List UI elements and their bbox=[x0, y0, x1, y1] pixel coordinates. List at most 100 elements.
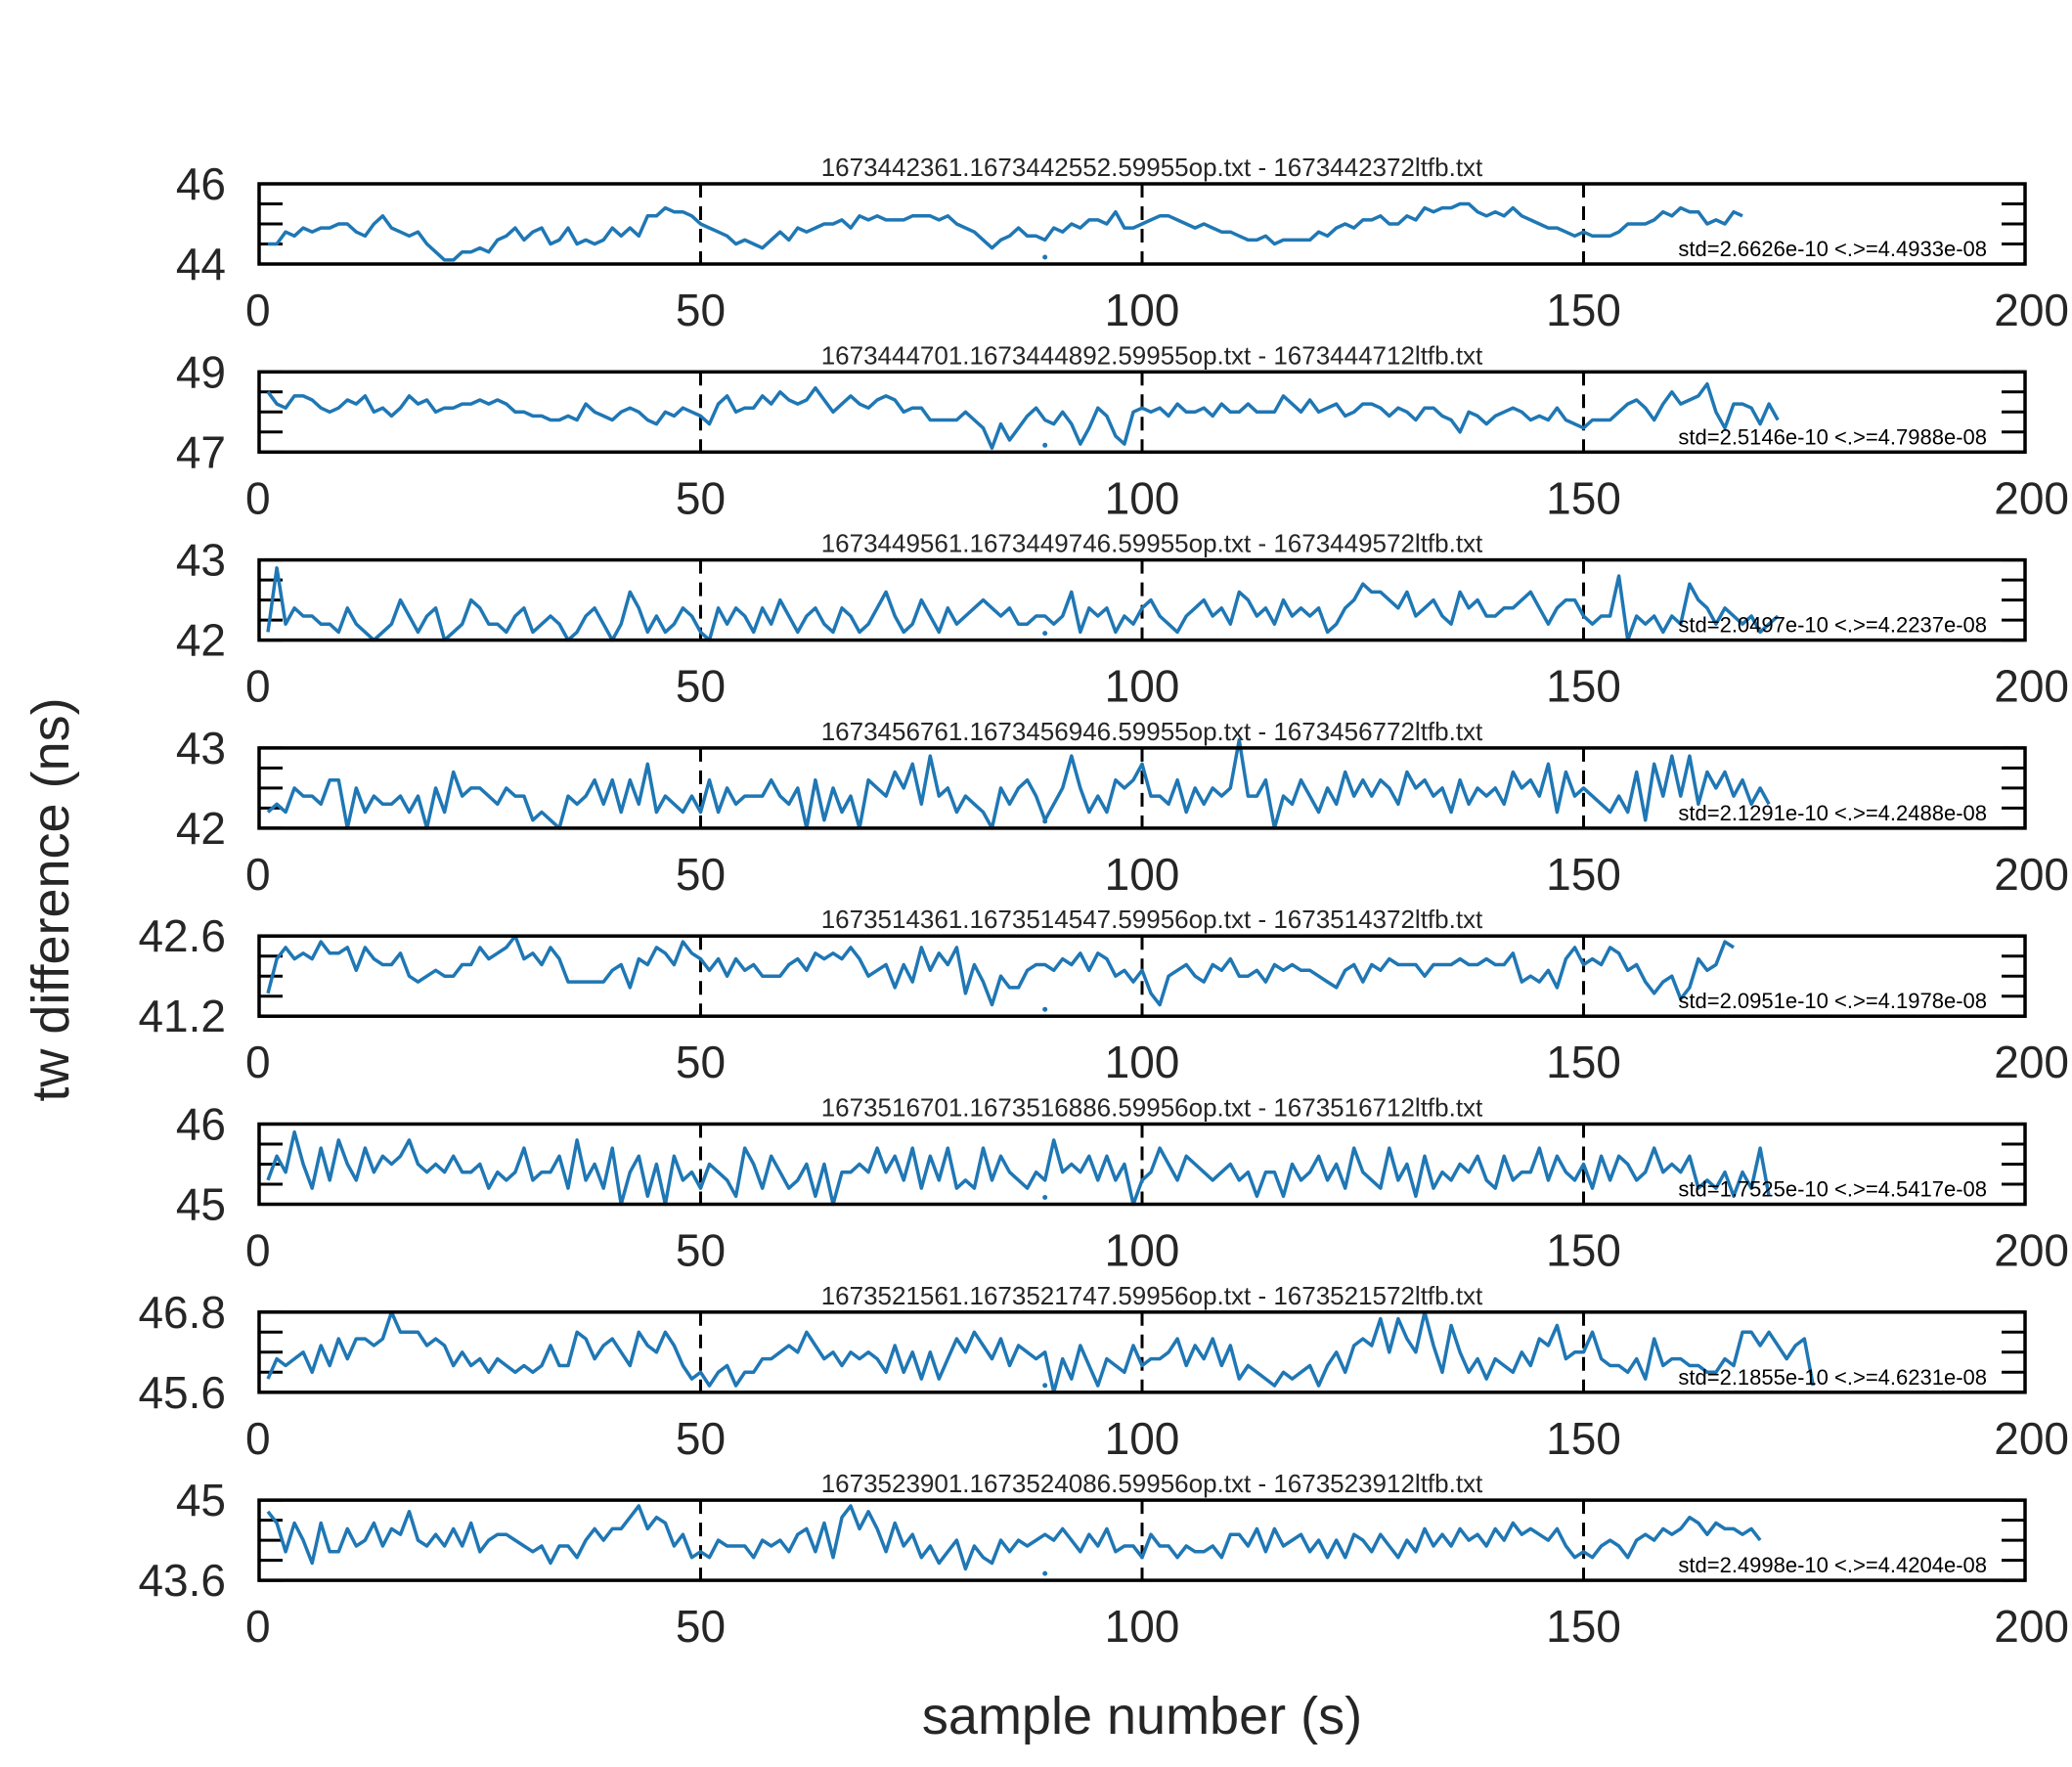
axes-frame bbox=[257, 1310, 2027, 1394]
y-tick-label: 44 bbox=[176, 239, 226, 289]
data-point-marker bbox=[1042, 442, 1048, 448]
subplot-title: 1673456761.1673456946.59955op.txt - 1673… bbox=[821, 717, 1483, 746]
y-tick-label: 45 bbox=[176, 1475, 226, 1525]
axes-frame bbox=[257, 370, 2027, 455]
x-tick-label: 0 bbox=[245, 1225, 271, 1276]
data-point-marker bbox=[1042, 1570, 1048, 1576]
x-tick-label: 150 bbox=[1546, 1037, 1621, 1087]
x-tick-label: 200 bbox=[1994, 661, 2069, 712]
figure-xlabel: sample number (s) bbox=[922, 1687, 1362, 1745]
subplot-8: 1673523901.1673524086.59956op.txt - 1673… bbox=[138, 1469, 2069, 1652]
x-tick-label: 150 bbox=[1546, 1601, 1621, 1652]
x-tick-label: 100 bbox=[1105, 1413, 1180, 1464]
y-tick-label: 42 bbox=[176, 803, 226, 854]
y-tick-label: 46.8 bbox=[138, 1287, 226, 1338]
x-tick-label: 0 bbox=[245, 1037, 271, 1087]
x-tick-label: 0 bbox=[245, 1601, 271, 1652]
x-tick-label: 0 bbox=[245, 849, 271, 900]
data-series-line bbox=[266, 1129, 1771, 1207]
y-tick-label: 45.6 bbox=[138, 1367, 226, 1418]
subplot-title: 1673442361.1673442552.59955op.txt - 1673… bbox=[821, 153, 1483, 182]
y-tick-label: 46 bbox=[176, 158, 226, 209]
x-tick-label: 200 bbox=[1994, 1225, 2069, 1276]
x-tick-label: 100 bbox=[1105, 1225, 1180, 1276]
subplot-4: 1673456761.1673456946.59955op.txt - 1673… bbox=[176, 717, 2069, 900]
data-point-marker bbox=[1042, 1383, 1048, 1389]
stats-annotation: std=2.0497e-10 <.>=4.2237e-08 bbox=[1678, 613, 1987, 638]
subplot-panels: 1673442361.1673442552.59955op.txt - 1673… bbox=[138, 153, 2069, 1652]
x-tick-label: 200 bbox=[1994, 1601, 2069, 1652]
data-point-marker bbox=[1042, 254, 1048, 260]
x-tick-label: 100 bbox=[1105, 472, 1180, 523]
x-tick-label: 200 bbox=[1994, 285, 2069, 335]
data-series-line bbox=[266, 737, 1771, 830]
x-tick-label: 200 bbox=[1994, 849, 2069, 900]
x-tick-label: 50 bbox=[676, 1225, 726, 1276]
x-tick-label: 0 bbox=[245, 472, 271, 523]
data-series-line bbox=[266, 934, 1735, 1007]
y-tick-label: 43 bbox=[176, 535, 226, 586]
subplot-7: 1673521561.1673521747.59956op.txt - 1673… bbox=[138, 1281, 2069, 1464]
subplot-title: 1673514361.1673514547.59956op.txt - 1673… bbox=[821, 905, 1483, 934]
axes-frame bbox=[257, 746, 2027, 830]
x-tick-label: 0 bbox=[245, 1413, 271, 1464]
x-tick-label: 100 bbox=[1105, 1601, 1180, 1652]
x-tick-label: 50 bbox=[676, 285, 726, 335]
subplot-5: 1673514361.1673514547.59956op.txt - 1673… bbox=[138, 905, 2069, 1087]
x-tick-label: 100 bbox=[1105, 1037, 1180, 1087]
x-tick-label: 100 bbox=[1105, 849, 1180, 900]
stats-annotation: std=2.4998e-10 <.>=4.4204e-08 bbox=[1678, 1553, 1987, 1577]
y-tick-label: 49 bbox=[176, 346, 226, 397]
stats-annotation: std=2.0951e-10 <.>=4.1978e-08 bbox=[1678, 989, 1987, 1013]
x-tick-label: 50 bbox=[676, 1037, 726, 1087]
x-tick-label: 100 bbox=[1105, 661, 1180, 712]
stats-annotation: std=2.1291e-10 <.>=4.2488e-08 bbox=[1678, 801, 1987, 825]
x-tick-label: 150 bbox=[1546, 1225, 1621, 1276]
stats-annotation: std=2.1855e-10 <.>=4.6231e-08 bbox=[1678, 1365, 1987, 1390]
data-series-line bbox=[266, 1504, 1762, 1571]
x-tick-label: 150 bbox=[1546, 661, 1621, 712]
subplot-title: 1673449561.1673449746.59955op.txt - 1673… bbox=[821, 529, 1483, 558]
stats-annotation: std=2.6626e-10 <.>=4.4933e-08 bbox=[1678, 237, 1987, 261]
data-series-line bbox=[266, 381, 1780, 450]
axes-frame bbox=[257, 934, 2027, 1018]
data-point-marker bbox=[1042, 1195, 1048, 1200]
y-tick-label: 42 bbox=[176, 615, 226, 666]
data-point-marker bbox=[1042, 631, 1048, 637]
x-tick-label: 150 bbox=[1546, 285, 1621, 335]
x-tick-label: 50 bbox=[676, 1413, 726, 1464]
x-tick-label: 150 bbox=[1546, 1413, 1621, 1464]
data-series-line bbox=[266, 1310, 1816, 1394]
y-tick-label: 46 bbox=[176, 1099, 226, 1150]
x-tick-label: 50 bbox=[676, 472, 726, 523]
x-tick-label: 0 bbox=[245, 285, 271, 335]
x-tick-label: 50 bbox=[676, 849, 726, 900]
data-series-line bbox=[266, 566, 1780, 642]
subplot-title: 1673521561.1673521747.59956op.txt - 1673… bbox=[821, 1281, 1483, 1310]
figure-ylabel: tw difference (ns) bbox=[22, 697, 80, 1101]
y-tick-label: 43.6 bbox=[138, 1555, 226, 1606]
axes-frame bbox=[257, 557, 2027, 642]
x-tick-label: 100 bbox=[1105, 285, 1180, 335]
data-point-marker bbox=[1042, 1006, 1048, 1012]
subplot-6: 1673516701.1673516886.59956op.txt - 1673… bbox=[176, 1093, 2069, 1276]
x-tick-label: 200 bbox=[1994, 472, 2069, 523]
x-tick-label: 0 bbox=[245, 661, 271, 712]
subplot-title: 1673523901.1673524086.59956op.txt - 1673… bbox=[821, 1469, 1483, 1498]
data-series-line bbox=[268, 201, 1743, 262]
stats-annotation: std=2.5146e-10 <.>=4.7988e-08 bbox=[1678, 424, 1987, 449]
y-tick-label: 41.2 bbox=[138, 991, 226, 1041]
subplot-1: 1673442361.1673442552.59955op.txt - 1673… bbox=[176, 153, 2069, 335]
stats-annotation: std=1.7525e-10 <.>=4.5417e-08 bbox=[1678, 1177, 1987, 1202]
axes-frame bbox=[257, 1122, 2027, 1207]
x-tick-label: 150 bbox=[1546, 472, 1621, 523]
axes-frame bbox=[257, 182, 2027, 266]
y-tick-label: 42.6 bbox=[138, 910, 226, 961]
x-tick-label: 150 bbox=[1546, 849, 1621, 900]
x-tick-label: 50 bbox=[676, 1601, 726, 1652]
subplot-2: 1673444701.1673444892.59955op.txt - 1673… bbox=[176, 340, 2069, 523]
subplot-3: 1673449561.1673449746.59955op.txt - 1673… bbox=[176, 529, 2069, 712]
y-tick-label: 43 bbox=[176, 723, 226, 773]
subplot-title: 1673444701.1673444892.59955op.txt - 1673… bbox=[821, 340, 1483, 370]
x-tick-label: 50 bbox=[676, 661, 726, 712]
